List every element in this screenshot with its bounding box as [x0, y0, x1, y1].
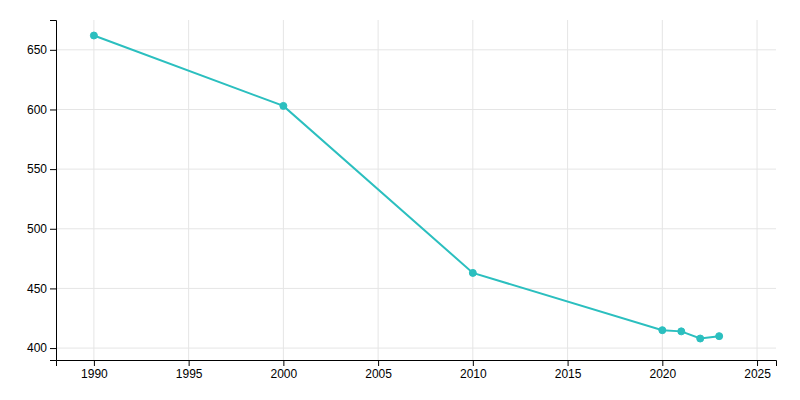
y-tick: 650 — [27, 43, 56, 57]
point — [716, 333, 723, 340]
grid-line-x — [567, 20, 568, 360]
grid-line-y — [56, 109, 776, 110]
y-tick-mark — [50, 348, 56, 349]
point — [280, 102, 287, 109]
x-tick: 2005 — [365, 360, 392, 381]
x-tick-mark — [568, 360, 569, 366]
y-tick-mark — [50, 169, 56, 170]
x-tick-label: 2015 — [555, 367, 582, 381]
point — [697, 335, 704, 342]
grid — [56, 20, 776, 360]
y-tick-mark — [50, 229, 56, 230]
point — [90, 32, 97, 39]
x-tick: 1995 — [176, 360, 203, 381]
x-tick: 2000 — [271, 360, 298, 381]
y-tick-label: 600 — [27, 103, 47, 117]
grid-line-x — [662, 20, 663, 360]
x-tick: 1990 — [81, 360, 108, 381]
point — [659, 327, 666, 334]
x-axis: 1990 1995 2000 2005 2010 2015 2020 2025 — [57, 360, 777, 381]
y-tick-label: 500 — [27, 222, 47, 236]
x-tick-mark — [378, 360, 379, 366]
x-tick-label: 1990 — [81, 367, 108, 381]
x-tick: 2010 — [460, 360, 487, 381]
grid-line-y — [56, 348, 776, 349]
grid-line-y — [56, 288, 776, 289]
x-tick-mark — [757, 360, 758, 366]
x-tick: 2015 — [555, 360, 582, 381]
grid-line-x — [472, 20, 473, 360]
x-tick-mark — [189, 360, 190, 366]
y-tick: 550 — [27, 162, 56, 176]
y-tick-label: 400 — [27, 341, 47, 355]
x-tick-label: 2005 — [365, 367, 392, 381]
x-tick-mark — [94, 360, 95, 366]
x-tick: 2025 — [744, 360, 771, 381]
y-tick: 600 — [27, 103, 56, 117]
grid-line-x — [757, 20, 758, 360]
y-tick-mark — [50, 109, 56, 110]
y-tick-label: 450 — [27, 282, 47, 296]
point — [678, 328, 685, 335]
x-tick-mark — [473, 360, 474, 366]
y-tick: 450 — [27, 282, 56, 296]
line — [94, 36, 719, 339]
y-axis: 400 450 500 550 600 650 — [27, 21, 57, 361]
plot-area — [90, 32, 722, 342]
y-tick: 400 — [27, 341, 56, 355]
y-tick-mark — [50, 50, 56, 51]
y-tick: 500 — [27, 222, 56, 236]
x-tick-label: 2000 — [271, 367, 298, 381]
y-axis-line — [50, 21, 57, 361]
grid-line-x — [93, 20, 94, 360]
x-tick-mark — [662, 360, 663, 366]
point — [469, 269, 476, 276]
x-tick-label: 2025 — [744, 367, 771, 381]
y-tick-label: 650 — [27, 43, 47, 57]
x-tick-mark — [283, 360, 284, 366]
grid-line-y — [56, 49, 776, 50]
grid-line-x — [283, 20, 284, 360]
x-tick-label: 2010 — [460, 367, 487, 381]
chart: 1990 1995 2000 2005 2010 2015 2020 2025 400 450 50… — [0, 0, 800, 400]
x-tick-label: 2020 — [649, 367, 676, 381]
grid-line-y — [56, 169, 776, 170]
x-tick: 2020 — [649, 360, 676, 381]
grid-line-y — [56, 228, 776, 229]
x-axis-line — [57, 361, 777, 367]
x-tick-label: 1995 — [176, 367, 203, 381]
y-tick-mark — [50, 288, 56, 289]
y-tick-label: 550 — [27, 162, 47, 176]
